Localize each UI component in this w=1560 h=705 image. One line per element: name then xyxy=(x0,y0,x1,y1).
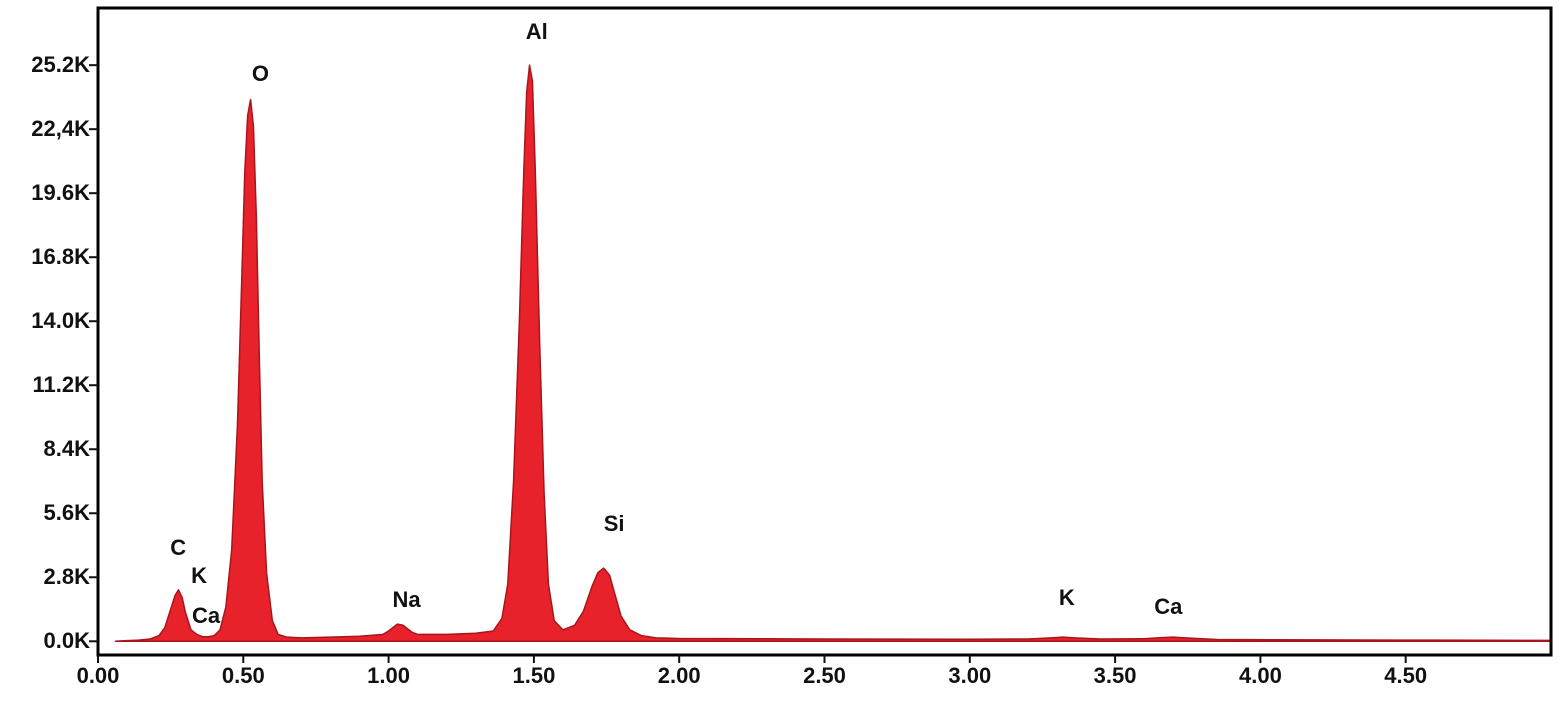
peak-label: O xyxy=(252,61,269,86)
plot-frame xyxy=(96,6,1553,657)
x-tick-label: 2.50 xyxy=(803,663,846,688)
y-tick-label: 19.6K xyxy=(31,180,90,205)
y-tick-label: 8.4K xyxy=(44,436,91,461)
peak-label: Na xyxy=(393,587,422,612)
peak-label: Si xyxy=(604,511,625,536)
x-tick-label: 1.50 xyxy=(512,663,555,688)
x-tick-label: 4.00 xyxy=(1239,663,1282,688)
y-tick-label: 0.0K xyxy=(44,628,91,653)
x-tick-label: 2.00 xyxy=(658,663,701,688)
y-tick-label: 16.8K xyxy=(31,244,90,269)
y-tick-label: 11.2K xyxy=(33,372,91,397)
y-tick-label: 25.2K xyxy=(31,52,90,77)
y-tick-label: 2.8K xyxy=(44,564,91,589)
x-tick-label: 4.50 xyxy=(1384,663,1427,688)
x-tick-label: 1.00 xyxy=(367,663,410,688)
peak-label: Ca xyxy=(192,603,221,628)
peak-label: K xyxy=(1059,585,1075,610)
peak-label: Al xyxy=(526,19,548,44)
y-tick-label: 22,4K xyxy=(31,116,90,141)
x-tick-label: 3.50 xyxy=(1094,663,1137,688)
y-tick-label: 5.6K xyxy=(44,500,91,525)
x-tick-label: 0.00 xyxy=(77,663,120,688)
x-tick-label: 0.50 xyxy=(222,663,265,688)
peak-label: Ca xyxy=(1154,594,1183,619)
peak-label: K xyxy=(191,563,207,588)
spectrum-area xyxy=(114,64,1552,643)
y-tick-label: 14.0K xyxy=(31,308,90,333)
x-tick-label: 3.00 xyxy=(948,663,991,688)
peak-label: C xyxy=(170,535,186,560)
